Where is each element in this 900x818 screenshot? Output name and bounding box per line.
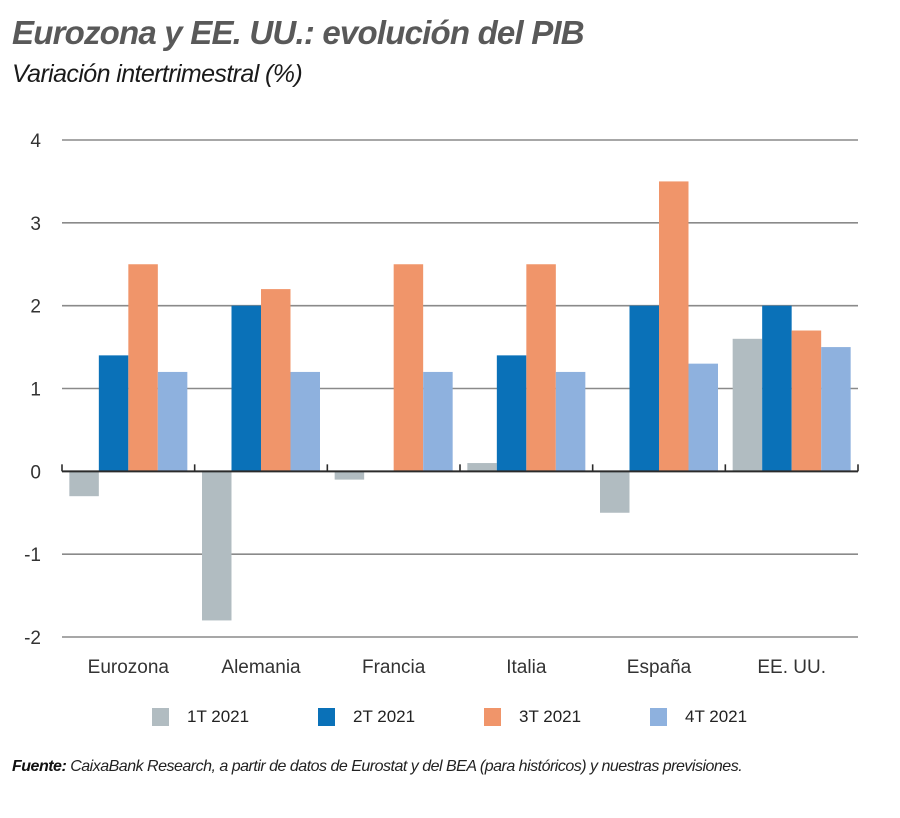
y-tick-label: -2 [24,628,41,649]
chart-title: Eurozona y EE. UU.: evolución del PIB [12,14,585,51]
bar-3t-2021 [526,264,556,472]
bar-2t-2021 [629,305,659,472]
bar-3t-2021 [393,264,424,472]
y-tick-label: 3 [30,214,41,235]
bar-1t-2021 [600,471,630,513]
chart-subtitle: Variación intertrimestral (%) [12,60,303,88]
bar-2t-2021 [98,355,129,472]
legend-item: 2T 2021 [318,703,415,731]
bar-1t-2021 [467,463,497,472]
y-tick-label: 1 [30,380,41,401]
x-axis [61,464,859,473]
legend-swatch [318,708,335,726]
legend-swatch [650,708,667,726]
legend-label: 2T 2021 [353,707,416,726]
bar-4t-2021 [688,363,718,472]
source-label: Fuente: [12,758,67,775]
legend: 1T 2021 2T 2021 3T 2021 4T 2021 [0,703,900,731]
y-tick-label: 0 [30,462,41,483]
bar-1t-2021 [732,338,763,472]
x-category-label: Francia [362,657,426,678]
legend-swatch [484,708,501,726]
bar-4t-2021 [821,347,851,472]
legend-item: 4T 2021 [650,703,747,731]
x-category-label: Alemania [221,657,301,678]
bar-4t-2021 [290,371,320,472]
x-category-labels: Eurozona Alemania Francia Italia España EE. U… [88,657,826,678]
legend-label: 1T 2021 [187,707,250,726]
legend-label: 3T 2021 [519,707,582,726]
gridlines [62,139,858,638]
bar-3t-2021 [128,264,158,472]
bar-4t-2021 [555,371,586,472]
bar-3t-2021 [261,289,291,472]
y-tick-label: -1 [24,545,41,566]
y-tick-label: 4 [30,131,41,152]
bars [69,181,851,621]
bar-1t-2021 [69,471,99,497]
x-category-label: EE. UU. [757,657,826,678]
bar-4t-2021 [157,371,188,472]
bar-2t-2021 [762,305,792,472]
x-category-label: Italia [506,657,547,678]
bar-1t-2021 [334,471,365,480]
legend-item: 1T 2021 [152,703,249,731]
source-text: CaixaBank Research, a partir de datos de… [66,758,743,775]
bar-2t-2021 [496,355,527,472]
bar-1t-2021 [202,471,232,621]
x-category-label: España [627,657,692,678]
source-note: Fuente: CaixaBank Research, a partir de … [12,758,743,776]
y-tick-label: 2 [30,297,41,318]
legend-item: 3T 2021 [484,703,581,731]
legend-swatch [152,708,169,726]
y-tick-labels: 4 3 2 1 0 -1 -2 [24,131,41,649]
x-category-label: Eurozona [88,657,170,678]
bar-3t-2021 [791,330,822,472]
bar-2t-2021 [231,305,261,472]
bar-3t-2021 [659,181,689,472]
bar-4t-2021 [423,371,453,472]
legend-label: 4T 2021 [685,707,748,726]
